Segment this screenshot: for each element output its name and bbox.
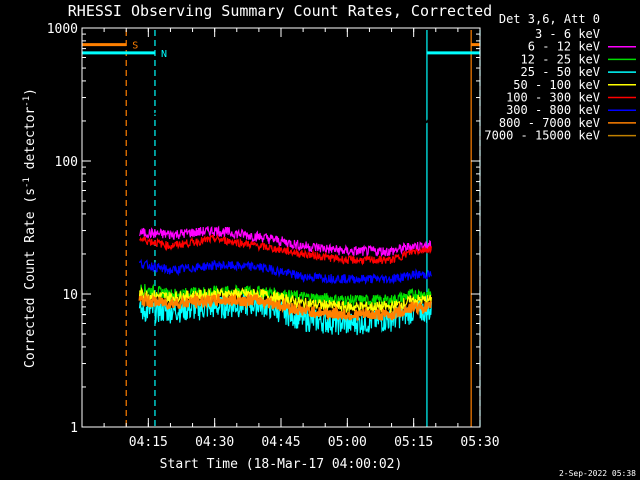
series-line <box>138 225 432 257</box>
legend-label: 100 - 300 keV <box>506 91 600 105</box>
y-tick-label: 1 <box>70 421 78 436</box>
y-tick-label: 1000 <box>47 22 78 37</box>
flag-label: N <box>161 49 167 60</box>
legend-label: 12 - 25 keV <box>521 52 600 66</box>
legend-label: 50 - 100 keV <box>513 78 600 92</box>
legend-label: 7000 - 15000 keV <box>484 129 600 143</box>
series-line <box>138 258 432 285</box>
x-tick-label: 04:15 <box>129 435 168 450</box>
legend-label: 800 - 7000 keV <box>499 116 600 130</box>
legend-label: 25 - 50 keV <box>521 65 600 79</box>
x-tick-label: 05:30 <box>460 435 499 450</box>
y-tick-label: 100 <box>55 155 78 170</box>
x-tick-label: 05:00 <box>328 435 367 450</box>
y-axis-ticks: 1 10 100 1000 <box>47 22 480 436</box>
y-tick-label: 10 <box>62 288 78 303</box>
legend-label: 6 - 12 keV <box>528 40 600 54</box>
y-axis-label: Corrected Count Rate (s-1 detector-1) <box>22 88 38 368</box>
footer-date: 2-Sep-2022 05:38 <box>559 469 636 478</box>
x-axis-label: Start Time (18-Mar-17 04:00:02) <box>160 457 403 472</box>
series-lines <box>138 110 433 336</box>
series-line <box>138 291 433 322</box>
series-line <box>139 233 432 266</box>
series-line <box>139 110 432 124</box>
x-tick-label: 04:30 <box>195 435 234 450</box>
legend-title: Det 3,6, Att 0 <box>499 12 600 26</box>
legend-label: 3 - 6 keV <box>535 27 600 41</box>
flag-label: S <box>132 41 138 52</box>
x-axis-ticks: 04:15 04:30 04:45 05:00 05:15 05:30 <box>103 28 500 450</box>
flag-bars: SN <box>82 41 480 60</box>
chart-title: RHESSI Observing Summary Count Rates, Co… <box>68 2 492 20</box>
x-tick-label: 05:15 <box>394 435 433 450</box>
x-tick-label: 04:45 <box>261 435 300 450</box>
legend-label: 300 - 800 keV <box>506 103 600 117</box>
